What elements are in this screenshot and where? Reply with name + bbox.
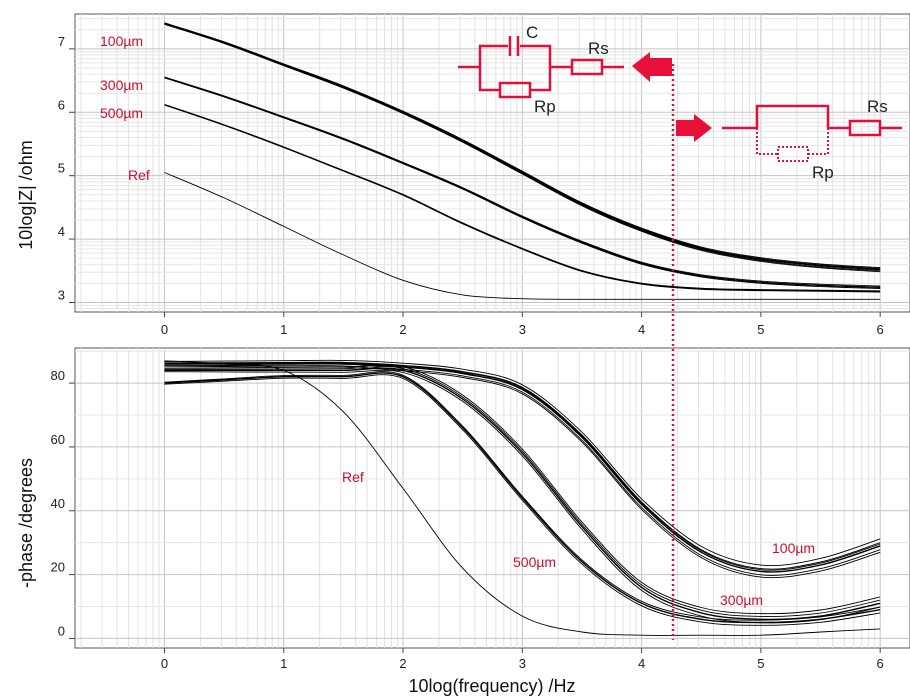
x-tick-label: 2 bbox=[399, 656, 406, 671]
series-line-100um bbox=[164, 364, 881, 576]
x-tick-label: 0 bbox=[161, 656, 168, 671]
x-tick-label: 4 bbox=[638, 656, 645, 671]
annotation-300um-bottom: 300µm bbox=[720, 592, 763, 608]
label-rp-a: Rp bbox=[534, 97, 556, 116]
phase-y-axis-label: -phase /degrees bbox=[16, 458, 36, 588]
x-tick-label: 2 bbox=[399, 322, 406, 337]
series-line-300um bbox=[164, 77, 881, 289]
series-line-500um bbox=[164, 104, 881, 293]
impedance-grid bbox=[75, 14, 910, 312]
arrow-left-icon bbox=[632, 52, 672, 82]
label-rs-a: Rs bbox=[588, 39, 609, 58]
series-line-500um bbox=[164, 371, 881, 621]
impedance-y-axis-label: 10log|Z| /ohm bbox=[16, 140, 36, 249]
series-line-500um bbox=[164, 104, 881, 292]
series-line-500um bbox=[164, 374, 881, 626]
x-tick-label: 1 bbox=[280, 322, 287, 337]
y-tick-label: 4 bbox=[58, 224, 65, 239]
label-c: C bbox=[526, 23, 538, 42]
series-line-100um bbox=[164, 362, 881, 571]
x-tick-label: 5 bbox=[757, 656, 764, 671]
y-tick-label: 40 bbox=[51, 496, 65, 511]
circuit-a bbox=[458, 36, 624, 99]
circuit-b-upper-wire bbox=[755, 104, 830, 128]
circuit-a-upper-wire-right bbox=[520, 44, 552, 67]
annotation-500um-top: 500µm bbox=[100, 105, 143, 121]
x-tick-label: 5 bbox=[757, 322, 764, 337]
circuit-b bbox=[722, 104, 902, 137]
annotation-ref-top: Ref bbox=[128, 167, 150, 183]
annotation-300um-top: 300µm bbox=[100, 77, 143, 93]
y-tick-label: 20 bbox=[51, 560, 65, 575]
annotation-100um-bottom: 100µm bbox=[772, 540, 815, 556]
series-line-100um bbox=[164, 361, 881, 570]
x-tick-label: 4 bbox=[638, 322, 645, 337]
x-axis-label: 10log(frequency) /Hz bbox=[408, 676, 575, 696]
series-line-300um bbox=[164, 366, 881, 617]
y-tick-label: 80 bbox=[51, 368, 65, 383]
series-line-ref bbox=[164, 360, 881, 636]
x-tick-label: 3 bbox=[519, 322, 526, 337]
phase-x-ticks: 0 1 2 3 4 5 6 bbox=[161, 648, 884, 671]
series-line-ref bbox=[164, 172, 881, 300]
y-tick-label: 3 bbox=[58, 287, 65, 302]
phase-panel: 0 20 40 60 80 0 1 2 3 4 5 6 -phase /degrees 10log(… bbox=[16, 347, 910, 696]
x-tick-label: 0 bbox=[161, 322, 168, 337]
annotation-500um-bottom: 500µm bbox=[513, 554, 556, 570]
series-line-100um bbox=[164, 365, 881, 579]
y-tick-label: 7 bbox=[58, 34, 65, 49]
label-rp-b: Rp bbox=[812, 163, 834, 182]
series-line-100um bbox=[164, 363, 881, 573]
y-tick-label: 6 bbox=[58, 97, 65, 112]
phase-plot-frame bbox=[74, 347, 910, 649]
y-tick-label: 5 bbox=[58, 161, 65, 176]
series-line-500um bbox=[164, 372, 881, 624]
x-tick-label: 3 bbox=[519, 656, 526, 671]
arrow-right-icon bbox=[676, 114, 712, 142]
annotation-100um-top: 100µm bbox=[100, 33, 143, 49]
series-line-300um bbox=[164, 364, 881, 615]
circuit-b-dotted-wire-right bbox=[808, 128, 829, 155]
annotation-ref-bottom: Ref bbox=[342, 469, 364, 485]
circuit-b-dotted-branch bbox=[756, 128, 829, 162]
circuit-a-lower-wire-left bbox=[478, 67, 500, 92]
phase-y-ticks: 0 20 40 60 80 bbox=[51, 368, 75, 639]
label-rs-b: Rs bbox=[867, 97, 888, 116]
x-tick-label: 1 bbox=[280, 656, 287, 671]
series-line-100um bbox=[164, 23, 881, 273]
x-tick-label: 6 bbox=[877, 322, 884, 337]
circuit-a-upper-wire-left bbox=[478, 44, 508, 67]
circuit-a-lower-wire-right bbox=[530, 67, 552, 92]
series-line-100um bbox=[164, 359, 881, 567]
phase-curves bbox=[164, 359, 881, 636]
series-line-300um bbox=[164, 367, 881, 621]
impedance-y-ticks: 3 4 5 6 7 bbox=[58, 34, 75, 303]
impedance-x-ticks: 0 1 2 3 4 5 6 bbox=[161, 312, 884, 337]
series-line-100um bbox=[164, 22, 881, 269]
y-tick-label: 60 bbox=[51, 432, 65, 447]
impedance-curves bbox=[164, 22, 881, 300]
series-line-300um bbox=[164, 76, 881, 287]
series-line-300um bbox=[164, 76, 881, 288]
x-tick-label: 6 bbox=[877, 656, 884, 671]
y-tick-label: 0 bbox=[58, 623, 65, 638]
circuit-b-dotted-wire-left bbox=[756, 128, 778, 155]
